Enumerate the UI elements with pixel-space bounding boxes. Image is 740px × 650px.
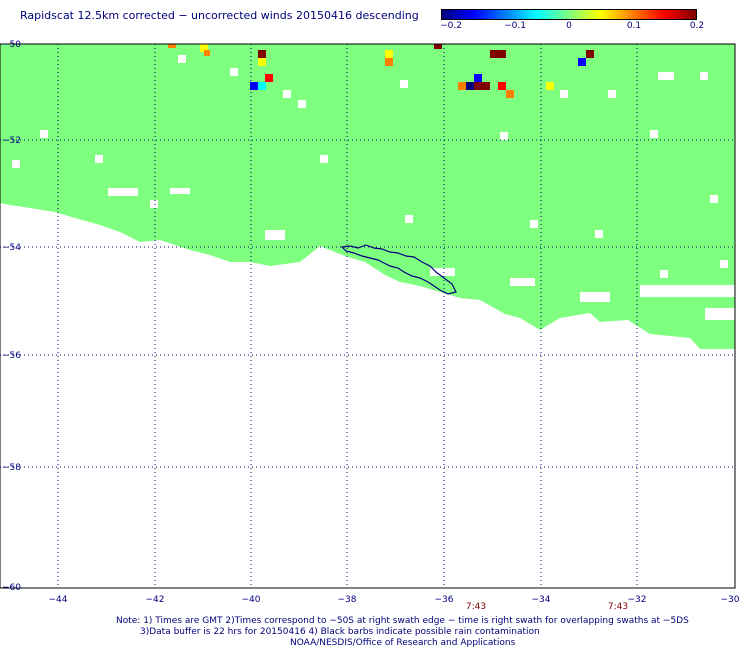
lat-label: −52 (2, 136, 21, 146)
lat-label: −60 (2, 583, 21, 593)
note-line-1: Note: 1) Times are GMT 2)Times correspon… (116, 616, 689, 626)
chart-title: Rapidscat 12.5km corrected − uncorrected… (20, 9, 419, 22)
lon-label: −38 (338, 595, 357, 605)
lat-label: −58 (2, 463, 21, 473)
plot-frame (0, 43, 736, 589)
lon-label: −32 (628, 595, 647, 605)
colorbar-tick: 0 (566, 21, 572, 31)
colorbar-tick: −0.2 (440, 21, 462, 31)
colorbar (441, 9, 697, 20)
lon-label: −34 (532, 595, 551, 605)
swath-time-label: 7:43 (608, 602, 628, 612)
swath-area (0, 44, 735, 349)
note-line-2: 3)Data buffer is 22 hrs for 20150416 4) … (140, 627, 540, 637)
colorbar-tick: −0.1 (504, 21, 526, 31)
swath-time-label: 7:43 (466, 602, 486, 612)
graticule (0, 44, 735, 588)
lon-label: −30 (721, 595, 740, 605)
lon-label: −42 (146, 595, 165, 605)
lon-label: −36 (435, 595, 454, 605)
lat-label: −54 (2, 243, 21, 253)
no-data-gaps (12, 55, 735, 320)
note-line-3: NOAA/NESDIS/Office of Research and Appli… (290, 638, 516, 648)
lat-label: −56 (2, 351, 21, 361)
lat-label: −50 (2, 40, 21, 50)
data-cells (168, 44, 594, 98)
lon-label: −44 (49, 595, 68, 605)
south-georgia-coastline (340, 244, 457, 295)
colorbar-tick: 0.1 (626, 21, 642, 31)
lon-label: −40 (242, 595, 261, 605)
colorbar-tick: 0.2 (689, 21, 705, 31)
